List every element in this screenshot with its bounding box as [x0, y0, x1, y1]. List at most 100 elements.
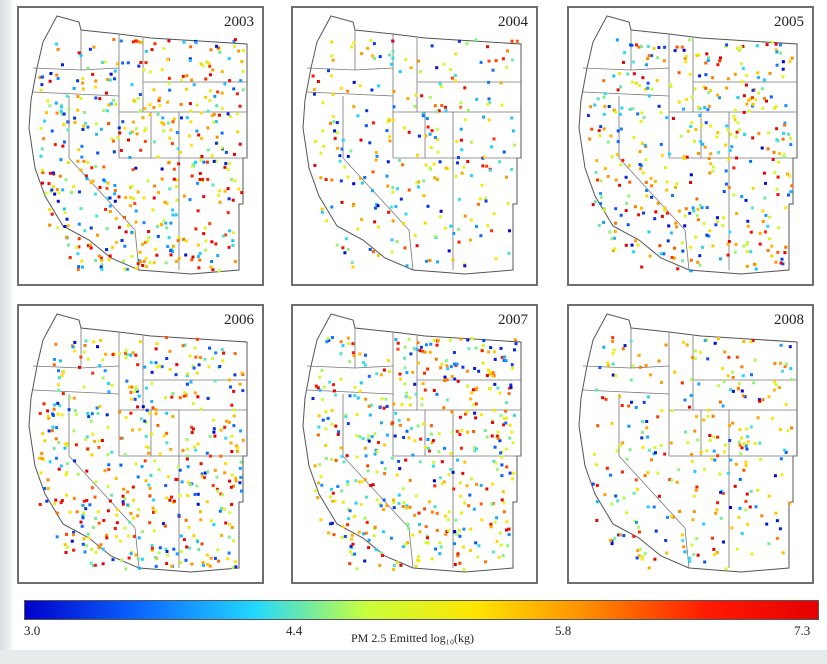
emission-point [695, 214, 699, 217]
emission-point [734, 243, 738, 246]
emission-point [220, 91, 224, 95]
emission-point [398, 158, 401, 162]
emission-point [707, 56, 711, 60]
emission-point [465, 410, 469, 414]
emission-point [330, 178, 334, 182]
emission-point [162, 219, 166, 223]
emission-point [385, 404, 389, 408]
emission-point [77, 265, 81, 269]
emission-point [178, 468, 182, 472]
emission-point [64, 442, 68, 446]
emission-point [349, 544, 353, 548]
emission-point [676, 267, 680, 271]
western-us-map [578, 15, 798, 275]
emission-point [90, 166, 94, 170]
emission-point [347, 507, 350, 511]
emission-point [162, 522, 165, 526]
colorbar-tick-min: 3.0 [24, 623, 41, 638]
emission-point [696, 438, 700, 442]
emission-point [474, 38, 478, 42]
emission-point [595, 159, 599, 163]
map-outline [578, 15, 798, 275]
emission-point [593, 103, 597, 107]
emission-point [421, 114, 425, 118]
emission-point [618, 444, 622, 447]
emission-point [141, 116, 145, 120]
emission-point [155, 365, 159, 369]
emission-point [107, 463, 111, 467]
emission-point [673, 246, 676, 250]
emission-point [783, 123, 787, 127]
emission-point [460, 148, 464, 152]
emission-point [197, 266, 201, 270]
emission-point [348, 550, 352, 554]
emission-point [195, 103, 199, 107]
emission-point [629, 339, 633, 343]
emission-point [66, 224, 70, 228]
emission-point [60, 499, 64, 503]
map-outline [302, 313, 522, 573]
emission-point [375, 449, 379, 453]
emission-point [176, 147, 180, 151]
emission-point [699, 203, 702, 207]
emission-point [391, 118, 395, 122]
emission-point [38, 412, 42, 415]
emission-point [101, 376, 105, 380]
emission-point [56, 401, 60, 405]
emission-point [492, 408, 496, 412]
emission-point [611, 249, 615, 253]
emission-point [179, 534, 183, 538]
state-border [342, 96, 414, 271]
emission-point [330, 54, 334, 58]
emission-point [588, 137, 592, 141]
emission-point [358, 352, 362, 356]
emission-point [659, 111, 663, 115]
emission-point [502, 423, 506, 427]
emission-point [380, 397, 384, 401]
emission-point [137, 536, 141, 540]
emission-point [489, 522, 493, 526]
emission-point [130, 184, 134, 188]
emission-point [668, 478, 672, 482]
emission-point [230, 450, 234, 453]
emission-point [777, 386, 781, 390]
emission-point [777, 152, 781, 156]
emission-point [153, 42, 157, 46]
emission-point [722, 216, 725, 220]
emission-point [213, 94, 217, 98]
emission-point [148, 521, 152, 525]
emission-point [175, 178, 179, 182]
emission-point [210, 114, 214, 118]
emission-point [597, 223, 601, 227]
emission-point [81, 514, 85, 518]
emission-point [129, 411, 133, 415]
emission-point [602, 345, 606, 349]
emission-point [781, 75, 785, 79]
emission-point [142, 68, 146, 72]
emission-point [41, 181, 44, 185]
emission-point [185, 438, 189, 441]
emission-point [357, 530, 361, 534]
emission-point [321, 129, 325, 133]
emission-point [219, 454, 223, 458]
emission-point [646, 57, 649, 61]
emission-point [706, 408, 710, 412]
emission-point [712, 165, 715, 169]
emission-point [505, 528, 508, 532]
emission-point [392, 567, 395, 571]
emission-point [125, 267, 129, 271]
emission-point [124, 348, 128, 352]
emission-point [119, 39, 123, 43]
emission-point [66, 545, 70, 549]
emission-point [351, 542, 355, 546]
emission-point [461, 365, 465, 369]
emission-point [169, 253, 173, 257]
emission-point [382, 406, 386, 410]
emission-point [606, 175, 610, 178]
emission-point [117, 126, 121, 130]
emission-point [751, 104, 754, 108]
emission-point [761, 209, 765, 213]
emission-point [186, 494, 190, 497]
emission-point [79, 520, 83, 524]
emission-point [510, 363, 514, 367]
